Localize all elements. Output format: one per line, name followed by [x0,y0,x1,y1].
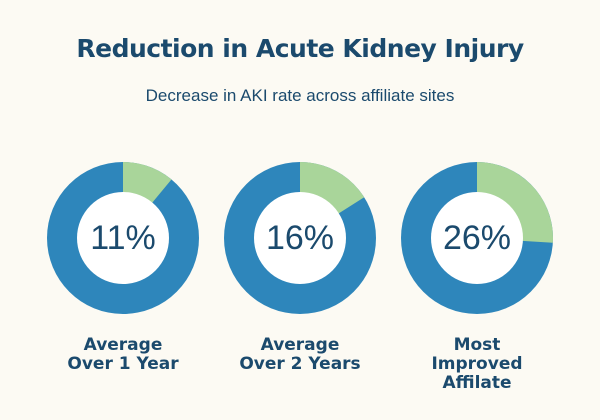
donut-label: Average Over 2 Years [200,336,400,374]
percentage-value: 11% [90,219,156,257]
label-line: Improved [431,354,523,374]
donut-hole [431,192,523,284]
donut-chart-2: 16% Average Over 2 Years [220,160,380,374]
donut-svg [224,162,376,314]
donut-chart-3: 26% Most Improved Affilate [397,160,557,393]
donut-chart-1: 11% Average Over 1 Year [43,160,203,374]
percentage-value: 16% [265,219,335,257]
donut-label: Average Over 1 Year [23,336,223,374]
donut-svg [47,162,199,314]
label-line: Average [83,335,163,355]
donut-svg [401,162,553,314]
donut-label: Most Improved Affilate [377,336,577,393]
donut-hole [77,192,169,284]
chart-subtitle: Decrease in AKI rate across affiliate si… [145,86,455,105]
label-line: Over 1 Year [67,354,179,374]
donut-hole [254,192,346,284]
label-line: Most [453,335,501,355]
label-line: Over 2 Years [239,354,361,374]
label-line: Average [260,335,340,355]
chart-title: Reduction in Acute Kidney Injury [76,34,524,63]
label-line: Affilate [442,373,512,393]
percentage-value: 26% [442,219,512,257]
